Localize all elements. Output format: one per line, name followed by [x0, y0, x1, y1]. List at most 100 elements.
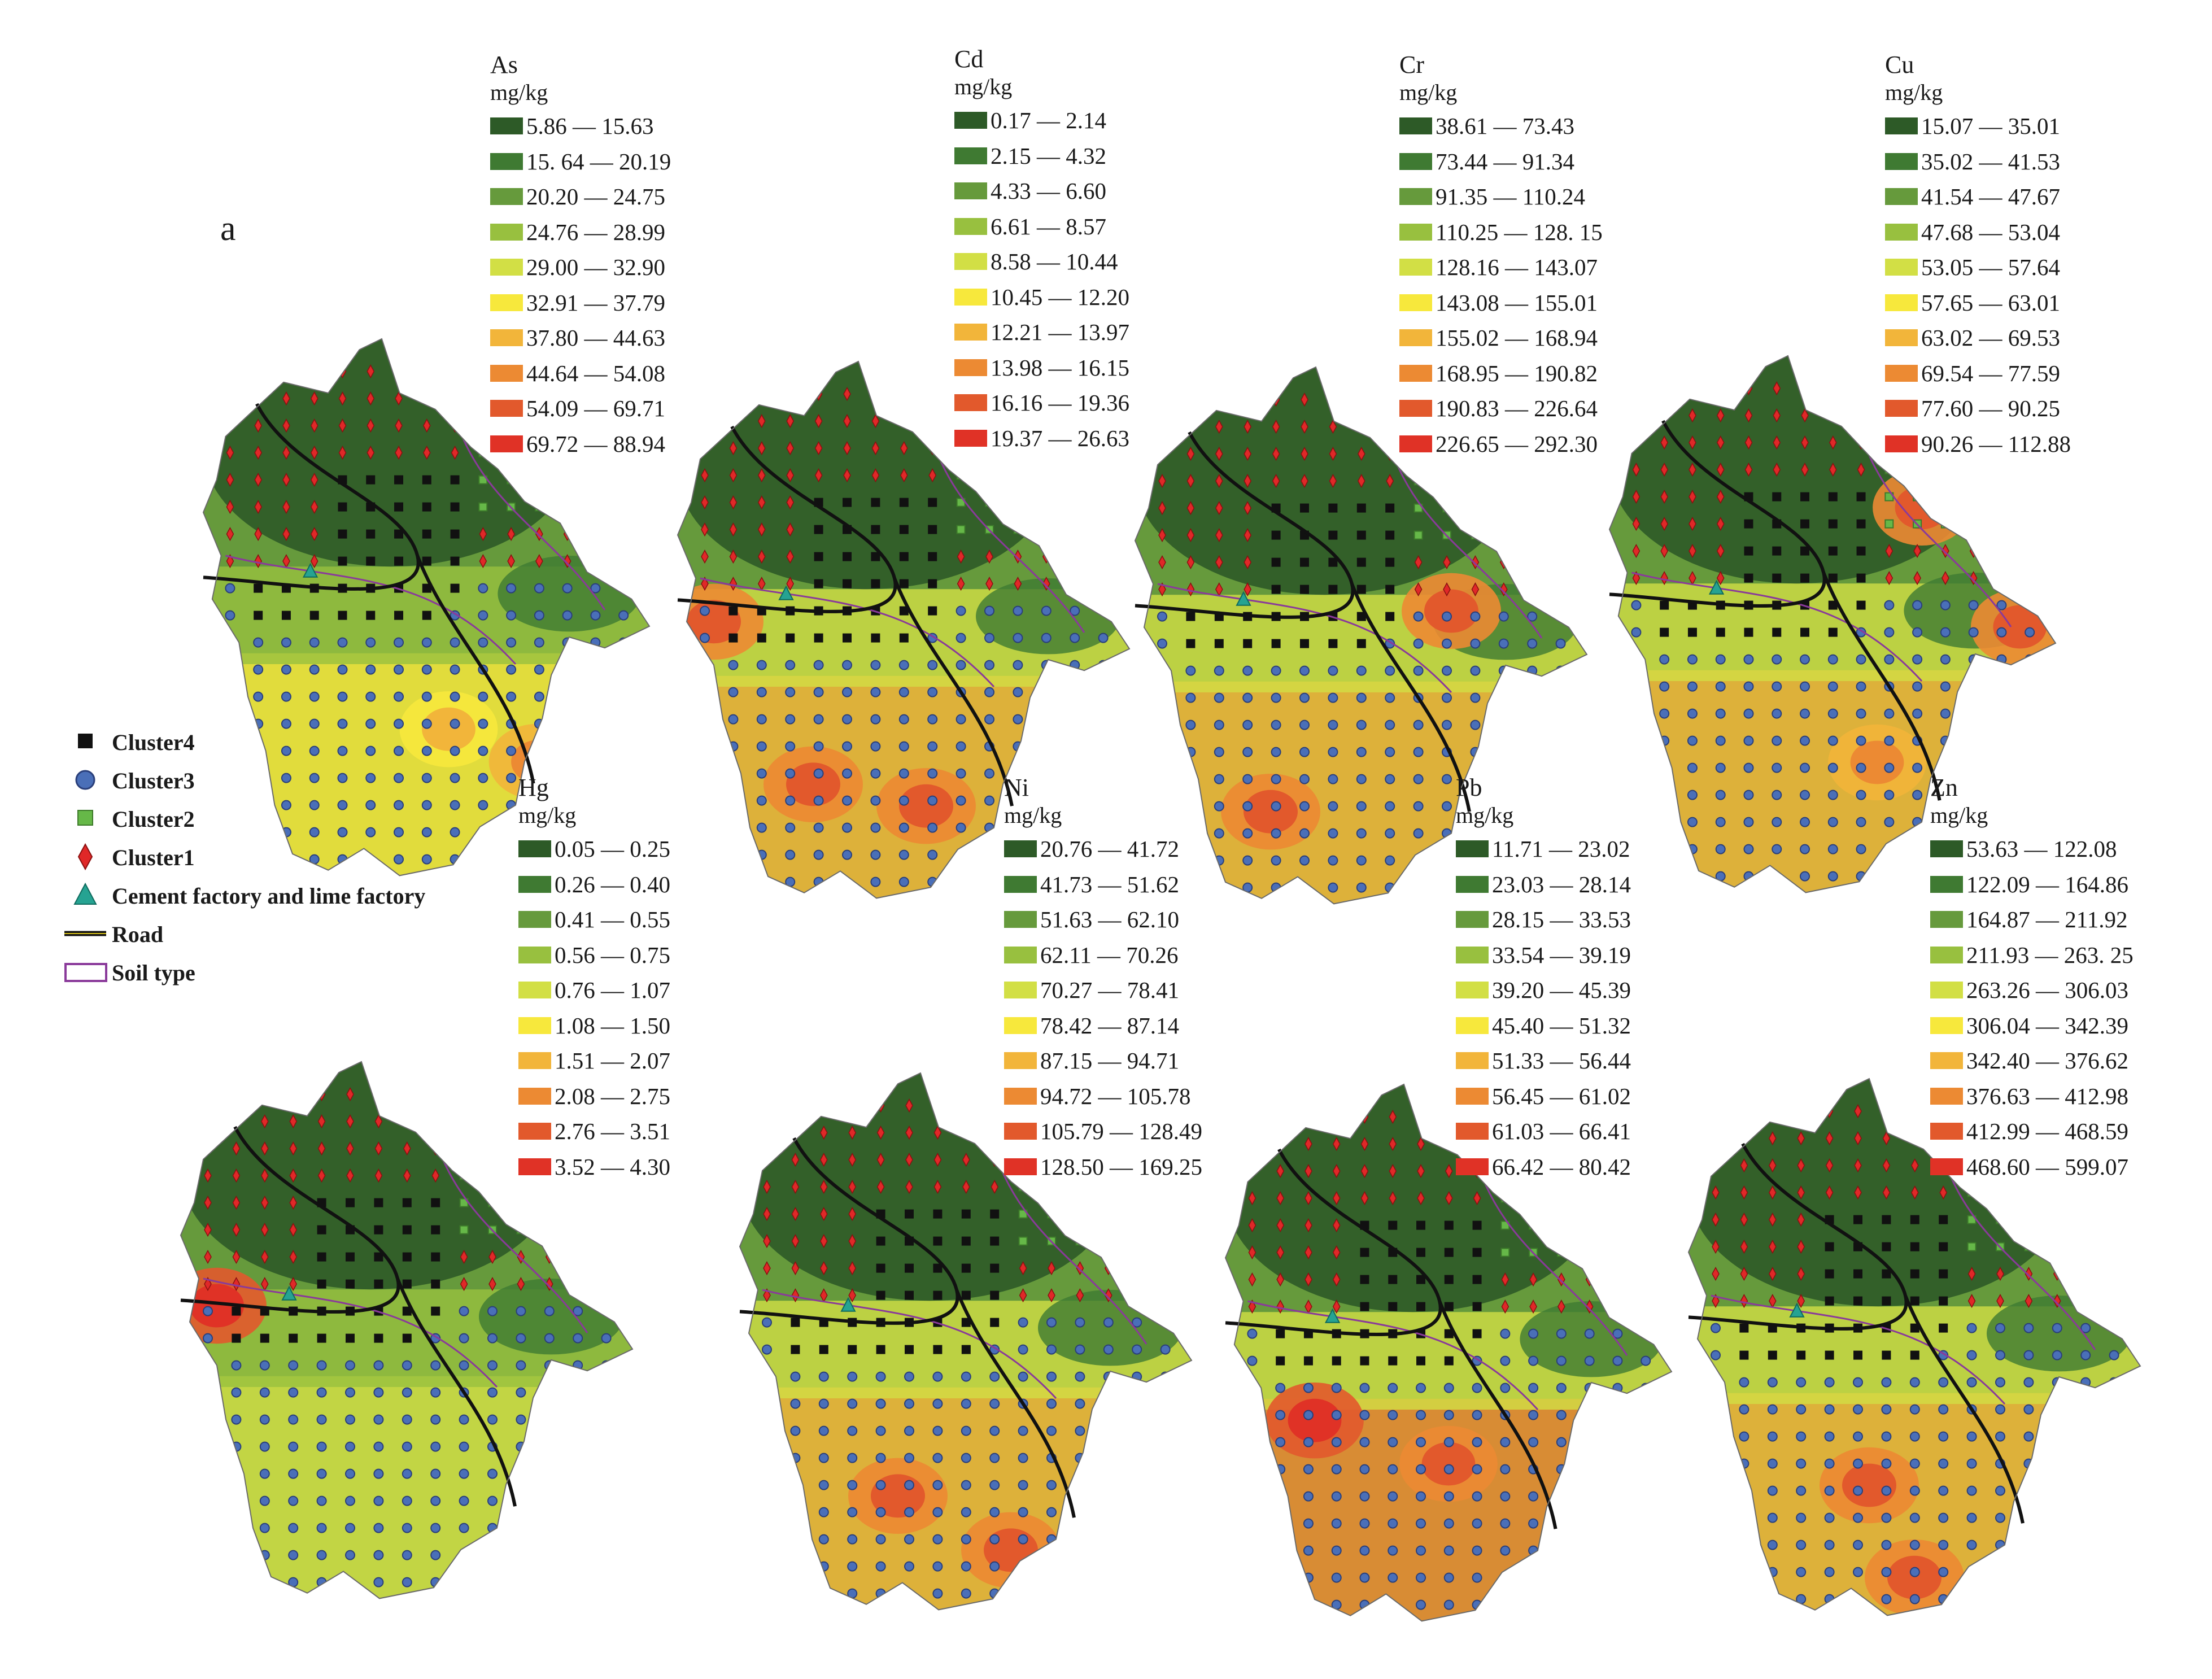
cluster4-marker	[1356, 612, 1366, 621]
cluster1-marker	[1414, 555, 1423, 570]
cluster3-marker	[231, 1387, 242, 1398]
cluster3-marker	[2080, 1404, 2091, 1415]
cluster1-marker	[1744, 435, 1753, 450]
legend-class-label: 155.02 — 168.94	[1436, 325, 1598, 351]
cluster3-marker	[1103, 1534, 1114, 1545]
cluster1-marker	[933, 1180, 942, 1194]
cluster1-marker	[1389, 1110, 1397, 1124]
cluster3-marker	[1612, 1572, 1623, 1583]
cluster3-marker	[1359, 1410, 1370, 1420]
cluster1-marker	[1854, 1158, 1862, 1173]
cluster4-marker	[1739, 1323, 1749, 1333]
cluster3-marker	[259, 1387, 270, 1398]
cluster1-marker	[1997, 517, 2006, 531]
cluster3-marker	[402, 1414, 412, 1425]
legend-class-label: 90.26 — 112.88	[1921, 430, 2071, 457]
cluster4-marker	[1772, 492, 1782, 501]
legend-class-label: 110.25 — 128. 15	[1436, 219, 1603, 245]
cluster3-marker	[1612, 1437, 1623, 1447]
cluster3-marker	[288, 1550, 299, 1560]
cluster3-marker	[402, 1468, 412, 1479]
cluster1-marker	[460, 1250, 468, 1264]
cluster3-marker	[847, 1534, 858, 1545]
cluster4-marker	[1800, 546, 1810, 556]
cluster2-marker	[562, 475, 572, 485]
cluster4-marker	[1444, 1248, 1454, 1257]
cluster3-marker	[1940, 654, 1951, 665]
cluster1-marker	[232, 1141, 241, 1156]
cluster1-marker	[289, 1168, 298, 1183]
cluster3-marker	[373, 1441, 384, 1452]
legend-class-label: 168.95 — 190.82	[1436, 360, 1598, 386]
cluster3-marker	[1185, 665, 1196, 676]
cluster3-marker	[1247, 1464, 1258, 1475]
cluster3-marker	[1359, 1491, 1370, 1502]
cluster1-marker	[1215, 555, 1223, 570]
cluster3-marker	[1884, 762, 1895, 773]
cluster3-marker	[1498, 611, 1509, 622]
cluster3-marker	[1443, 1518, 1454, 1529]
cluster3-marker	[1443, 1437, 1454, 1447]
cluster1-marker	[1276, 1164, 1285, 1179]
cluster1-marker	[1071, 522, 1079, 537]
cluster2-marker	[534, 475, 544, 485]
cluster3-marker	[1584, 1383, 1595, 1393]
cluster4-marker	[260, 1333, 269, 1343]
cluster1-marker	[1773, 408, 1781, 423]
cluster3-marker	[1413, 801, 1424, 812]
cluster4-marker	[1388, 1356, 1398, 1366]
legend-swatch	[1004, 1087, 1037, 1105]
cluster1-marker	[1712, 1185, 1720, 1200]
cluster3-marker	[813, 660, 824, 670]
cluster3-marker	[728, 876, 739, 887]
cluster1-marker	[729, 414, 738, 429]
cluster3-marker	[1853, 1377, 1863, 1388]
cluster1-marker	[1556, 582, 1565, 597]
cluster3-marker	[1996, 681, 2007, 692]
cluster3-marker	[1884, 790, 1895, 800]
cluster3-marker	[259, 1495, 270, 1506]
cluster3-marker	[1796, 1485, 1807, 1496]
cluster4-marker	[402, 1252, 412, 1262]
soil-boundary	[1247, 1300, 1539, 1411]
cluster3-marker	[1046, 1588, 1057, 1599]
cluster3-marker	[1303, 1410, 1314, 1420]
cluster3-marker	[1631, 817, 1642, 827]
cluster1-marker	[1910, 1158, 1919, 1173]
cluster3-marker	[984, 876, 994, 887]
legend-class-label: 226.65 — 292.30	[1436, 430, 1598, 457]
legend-class-label: 94.72 — 105.78	[1040, 1083, 1191, 1109]
soil-boundary	[762, 1289, 1057, 1399]
cluster3-marker	[203, 1333, 213, 1344]
cluster1-marker	[1712, 1104, 1720, 1119]
cluster4-marker	[1276, 1329, 1285, 1338]
cluster3-marker	[573, 1441, 583, 1452]
legend-class-label: 70.27 — 78.41	[1040, 977, 1179, 1004]
cluster3-marker	[316, 1387, 327, 1398]
cluster3-marker	[1442, 692, 1452, 703]
cluster1-marker	[317, 1114, 326, 1129]
cluster3-marker	[1659, 871, 1670, 882]
cluster3-marker	[1641, 1518, 1651, 1529]
cluster1-marker	[1099, 577, 1107, 591]
legend-class-row: 51.63 — 62.10	[1004, 902, 1202, 937]
cluster3-marker	[700, 605, 710, 616]
cluster3-marker	[989, 1534, 1000, 1545]
cluster3-marker	[984, 714, 994, 725]
legend-class-row: 190.83 — 226.64	[1399, 391, 1603, 426]
cluster3-marker	[394, 745, 404, 756]
cluster3-marker	[421, 854, 432, 865]
cluster3-marker	[1938, 1377, 1949, 1388]
cluster3-marker	[534, 610, 544, 621]
cluster1-marker	[1019, 1261, 1027, 1276]
cluster4-marker	[1716, 627, 1725, 637]
cluster3-marker	[870, 822, 881, 833]
cluster3-marker	[1359, 1383, 1370, 1393]
cluster1-marker	[591, 527, 600, 542]
cluster3-marker	[2052, 1485, 2062, 1496]
cluster1-marker	[1244, 528, 1252, 543]
cluster3-marker	[373, 1414, 384, 1425]
cluster3-marker	[790, 1425, 801, 1436]
cluster1-marker	[289, 1196, 298, 1210]
legend-class-row: 44.64 — 54.08	[490, 356, 671, 391]
